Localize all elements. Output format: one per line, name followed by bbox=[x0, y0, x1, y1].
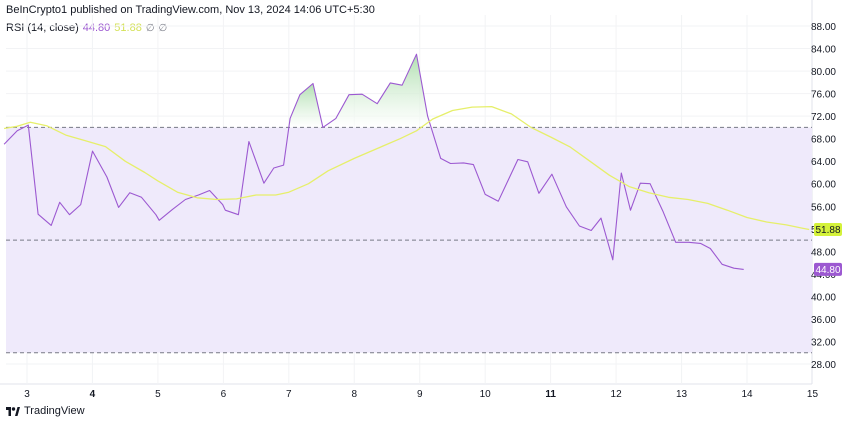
ma-line bbox=[3, 105, 810, 231]
rsi-legend-value: 44.80 bbox=[82, 22, 111, 34]
tradingview-brand: TradingView bbox=[24, 405, 85, 417]
y-tick-label: 32.00 bbox=[811, 337, 836, 348]
overbought-fill bbox=[322, 54, 432, 128]
y-tick-label: 36.00 bbox=[811, 315, 836, 326]
y-tick-label: 84.00 bbox=[811, 45, 836, 56]
indicator-legend: RSI (14, close) 44.80 51.88 ∅ ∅ bbox=[6, 22, 167, 34]
x-tick-label: 8 bbox=[351, 389, 357, 400]
hide-icon[interactable]: ∅ bbox=[145, 22, 155, 34]
ma-value-badge-label: 51.88 bbox=[815, 225, 840, 236]
overbought-fill bbox=[288, 83, 323, 128]
y-tick-label: 48.00 bbox=[811, 247, 836, 258]
indicator-name[interactable]: RSI (14, close) bbox=[6, 22, 79, 34]
y-tick-label: 88.00 bbox=[811, 22, 836, 33]
y-tick-label: 64.00 bbox=[811, 157, 836, 168]
x-tick-label: 14 bbox=[741, 389, 753, 400]
tradingview-footer: TradingView bbox=[6, 405, 85, 417]
tradingview-logo-icon bbox=[6, 406, 20, 416]
x-tick-label: 3 bbox=[24, 389, 30, 400]
y-tick-label: 68.00 bbox=[811, 135, 836, 146]
x-tick-label: 10 bbox=[480, 389, 492, 400]
ma-legend-value: 51.88 bbox=[114, 22, 142, 34]
x-tick-label: 5 bbox=[155, 389, 161, 400]
x-tick-label: 9 bbox=[417, 389, 423, 400]
x-tick-label: 13 bbox=[676, 389, 688, 400]
ma-value-badge bbox=[814, 222, 842, 236]
x-tick-label: 4 bbox=[90, 389, 96, 400]
y-tick-label: 72.00 bbox=[811, 112, 836, 123]
y-tick-label: 28.00 bbox=[811, 360, 836, 371]
rsi-value-badge bbox=[814, 262, 842, 276]
rsi-line bbox=[3, 53, 744, 270]
y-tick-label: 56.00 bbox=[811, 202, 836, 213]
x-tick-label: 15 bbox=[807, 389, 819, 400]
y-tick-label: 76.00 bbox=[811, 90, 836, 101]
y-tick-label: 40.00 bbox=[811, 292, 836, 303]
x-tick-label: 6 bbox=[221, 389, 227, 400]
x-tick-label: 11 bbox=[545, 389, 556, 400]
publish-attribution: BeInCrypto1 published on TradingView.com… bbox=[6, 4, 375, 16]
x-tick-label: 7 bbox=[286, 389, 292, 400]
x-tick-label: 12 bbox=[611, 389, 623, 400]
y-tick-label: 80.00 bbox=[811, 67, 836, 78]
settings-icon[interactable]: ∅ bbox=[158, 22, 168, 34]
y-tick-label: 60.00 bbox=[811, 180, 836, 191]
rsi-value-badge-label: 44.80 bbox=[815, 265, 840, 276]
